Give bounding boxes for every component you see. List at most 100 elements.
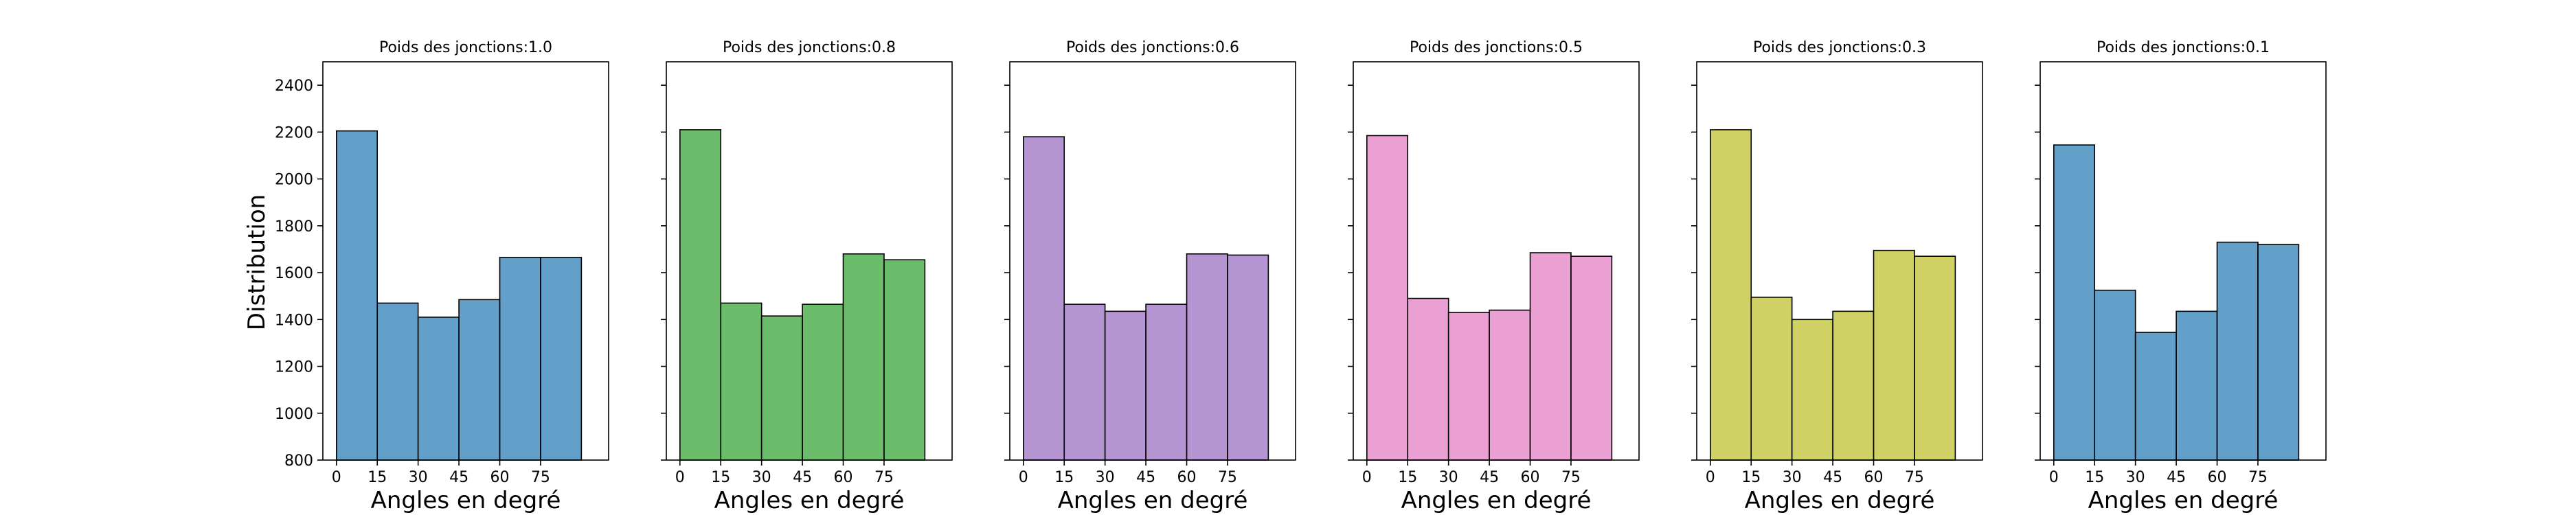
- x-tick-label: 15: [2085, 469, 2104, 486]
- subplot-3: 0 15 30 45 60 75 Poids des jonctions:0.6 Angles…: [1004, 39, 1296, 514]
- x-tick-label: 45: [1823, 469, 1842, 486]
- axes-frame: [1353, 61, 1640, 461]
- subplot-title: Poids des jonctions:0.8: [723, 39, 896, 56]
- x-tick-label: 60: [490, 469, 510, 486]
- y-tick-label: 1600: [275, 265, 313, 282]
- histogram-bar: [2176, 310, 2218, 461]
- x-tick-label: 30: [2126, 469, 2145, 486]
- x-tick-label: 60: [1521, 469, 1540, 486]
- x-tick-label: 45: [449, 469, 468, 486]
- subplot-title: Poids des jonctions:0.1: [2097, 39, 2270, 56]
- x-tick-label: 60: [1177, 469, 1197, 486]
- x-tick-label: 75: [874, 469, 894, 486]
- x-tick-label: 0: [1362, 469, 1372, 486]
- histogram-bar: [760, 315, 803, 461]
- x-tick-label: 0: [1706, 469, 1715, 486]
- histogram-bar: [1529, 252, 1572, 461]
- subplot-4: 0 15 30 45 60 75 Poids des jonctions:0.5 Angles…: [1348, 39, 1640, 514]
- histogram-bar: [2134, 332, 2177, 461]
- histogram-bar: [336, 130, 379, 461]
- subplot-1: 800 1000 1200 1400 1600 1800 2000 2200 2400 0 15 30…: [275, 39, 609, 514]
- x-axis-label: Angles en degré: [2088, 487, 2279, 514]
- histogram-bar: [1227, 254, 1269, 461]
- x-tick-label: 60: [2208, 469, 2227, 486]
- histogram-bar: [1366, 135, 1409, 461]
- subplot-title: Poids des jonctions:0.3: [1753, 39, 1926, 56]
- x-tick-label: 30: [409, 469, 428, 486]
- axes-frame: [322, 61, 609, 461]
- histogram-bar: [1914, 255, 1956, 461]
- y-tick-label: 1200: [275, 359, 313, 376]
- x-tick-label: 15: [711, 469, 730, 486]
- x-tick-label: 45: [793, 469, 812, 486]
- x-tick-label: 0: [2049, 469, 2059, 486]
- axes-frame: [666, 61, 953, 461]
- x-tick-label: 45: [1136, 469, 1155, 486]
- histogram-bar: [1710, 129, 1752, 461]
- x-axis-label: Angles en degré: [371, 487, 561, 514]
- histogram-bar: [679, 129, 722, 461]
- histogram-bar: [1873, 249, 1915, 461]
- x-tick-label: 45: [1480, 469, 1499, 486]
- histogram-bar: [1750, 297, 1793, 461]
- x-tick-label: 15: [1398, 469, 1417, 486]
- y-tick-label: 2000: [275, 172, 313, 189]
- x-tick-label: 75: [1218, 469, 1237, 486]
- axes-frame: [2040, 61, 2327, 461]
- histogram-bar: [720, 302, 762, 461]
- histogram-bar: [1104, 310, 1146, 461]
- x-axis-label: Angles en degré: [1401, 487, 1592, 514]
- subplot-title: Poids des jonctions:0.6: [1066, 39, 1239, 56]
- histogram-bar: [2257, 244, 2300, 461]
- histogram-bar: [1832, 310, 1875, 461]
- histogram-bar: [2094, 289, 2136, 461]
- histogram-bar: [1186, 253, 1228, 461]
- x-tick-label: 15: [1054, 469, 1074, 486]
- histogram-bar: [1570, 255, 1613, 461]
- histogram-bar: [1489, 309, 1531, 461]
- histogram-bar: [802, 304, 844, 461]
- histogram-bar: [540, 257, 583, 461]
- x-tick-label: 75: [2248, 469, 2268, 486]
- x-axis-label: Angles en degré: [714, 487, 905, 514]
- x-tick-label: 15: [368, 469, 387, 486]
- x-axis-label: Angles en degré: [1058, 487, 1248, 514]
- x-tick-label: 30: [1096, 469, 1115, 486]
- x-tick-label: 0: [1019, 469, 1028, 486]
- histogram-bar: [1063, 304, 1106, 461]
- axes-frame: [1696, 61, 1983, 461]
- subplots: 800 1000 1200 1400 1600 1800 2000 2200 2400 0 15 30…: [275, 39, 2327, 514]
- x-tick-label: 75: [531, 469, 550, 486]
- histogram-bar: [2216, 241, 2259, 461]
- x-tick-label: 30: [752, 469, 771, 486]
- histogram-bar: [1145, 304, 1188, 461]
- x-tick-label: 75: [1561, 469, 1581, 486]
- histogram-bar: [1023, 136, 1065, 461]
- y-axis-label: Distribution: [243, 194, 271, 330]
- y-tick-label: 1800: [275, 218, 313, 236]
- x-tick-label: 60: [1864, 469, 1884, 486]
- histogram-bar: [1407, 297, 1449, 461]
- y-tick-label: 800: [284, 453, 313, 470]
- histogram-bar: [2053, 144, 2096, 461]
- x-tick-label: 0: [675, 469, 685, 486]
- y-tick-label: 2200: [275, 124, 313, 141]
- y-tick-label: 1400: [275, 312, 313, 329]
- x-axis-label: Angles en degré: [1745, 487, 1935, 514]
- x-tick-label: 15: [1741, 469, 1761, 486]
- axes-frame: [1009, 61, 1296, 461]
- y-tick-label: 1000: [275, 406, 313, 423]
- histogram-bar: [883, 259, 926, 461]
- histogram-bar: [499, 257, 541, 461]
- x-tick-label: 0: [332, 469, 341, 486]
- subplot-title: Poids des jonctions:1.0: [379, 39, 552, 56]
- x-tick-label: 30: [1439, 469, 1458, 486]
- subplot-2: 0 15 30 45 60 75 Poids des jonctions:0.8 Angles…: [661, 39, 953, 514]
- histogram-bar: [417, 317, 460, 461]
- histogram-bar: [1447, 312, 1490, 461]
- histogram-bar: [1791, 319, 1833, 461]
- histogram-bar: [376, 302, 419, 461]
- subplot-5: 0 15 30 45 60 75 Poids des jonctions:0.3 Angles…: [1691, 39, 1983, 514]
- x-tick-label: 60: [834, 469, 853, 486]
